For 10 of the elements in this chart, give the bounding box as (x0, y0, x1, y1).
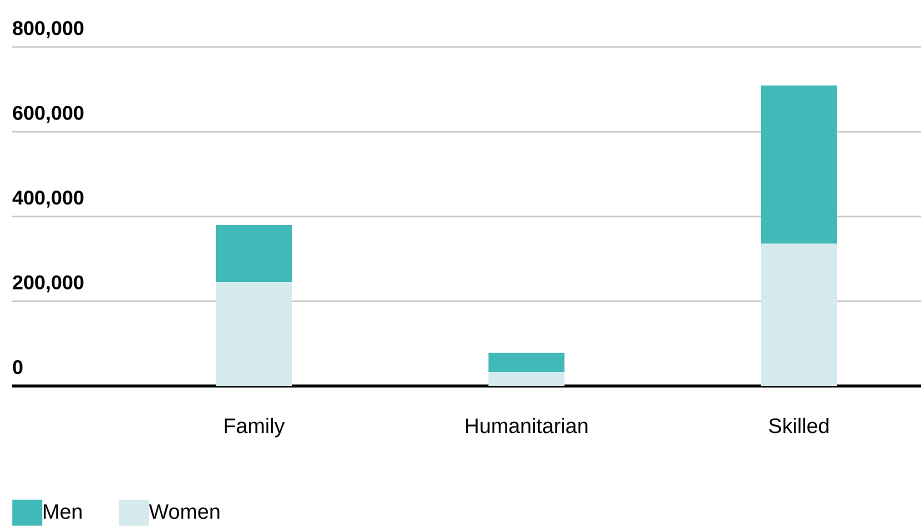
x-tick-label: Family (224, 418, 285, 438)
legend-label: Women (149, 504, 220, 519)
y-tick-label: 600,000 (12, 106, 84, 123)
legend-label: Men (44, 504, 82, 519)
y-tick-label: 400,000 (12, 190, 84, 208)
y-tick-label: 800,000 (12, 21, 84, 38)
x-tick-label: Skilled (769, 418, 828, 434)
y-tick-label: 200,000 (12, 275, 84, 292)
y-tick-label: 0 (12, 360, 22, 374)
x-tick-label: Humanitarian (466, 418, 588, 434)
